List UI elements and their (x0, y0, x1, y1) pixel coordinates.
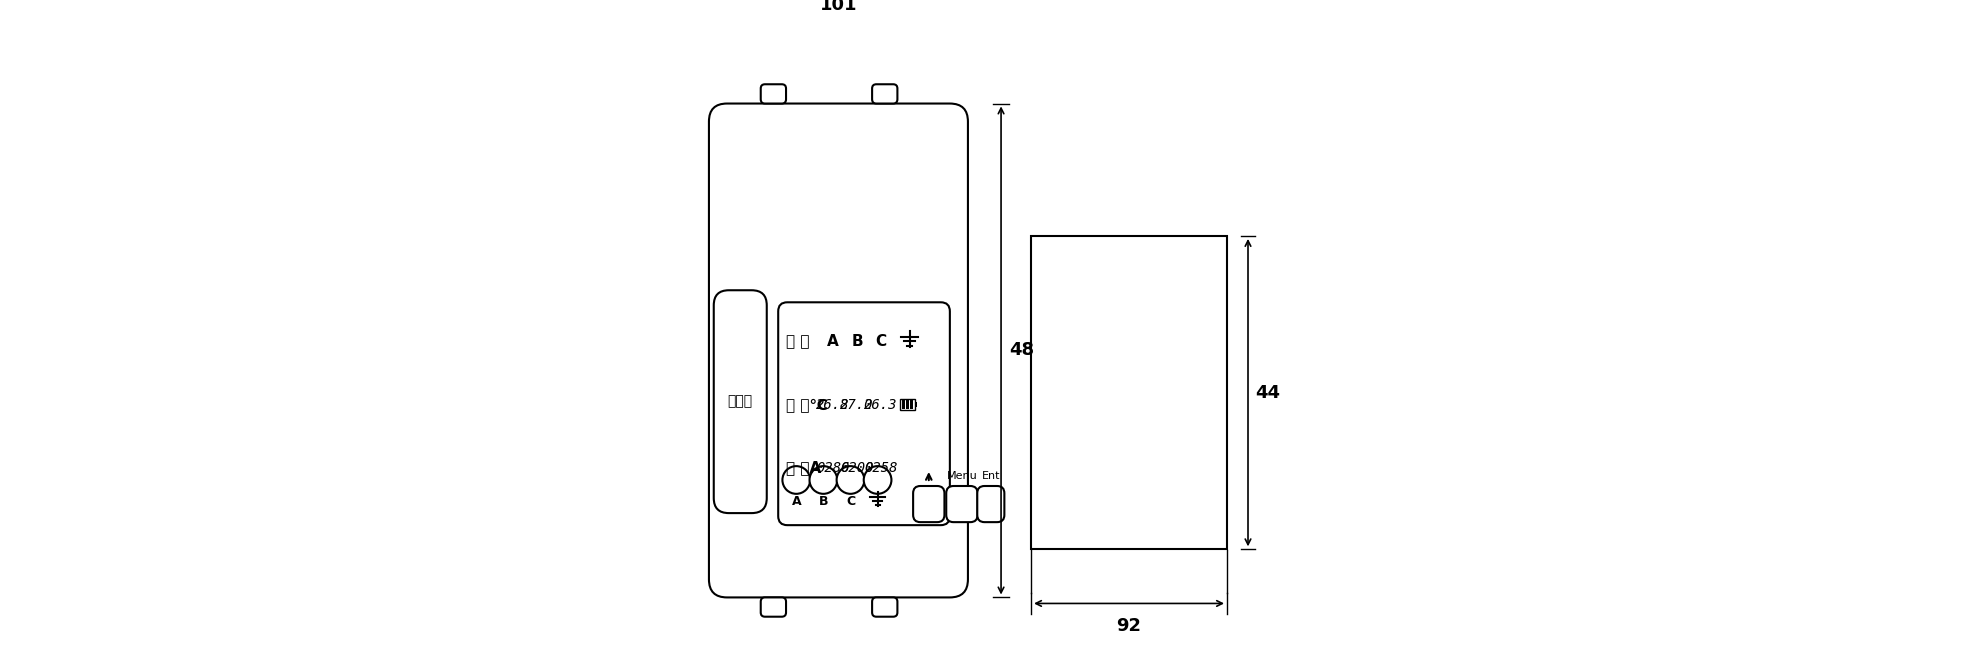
Text: 26.3: 26.3 (864, 398, 897, 411)
FancyBboxPatch shape (978, 486, 1004, 522)
Circle shape (810, 466, 838, 494)
Text: C: C (876, 334, 887, 349)
FancyBboxPatch shape (710, 104, 968, 597)
Bar (911, 400, 913, 409)
Text: B: B (818, 494, 828, 507)
FancyBboxPatch shape (761, 84, 787, 104)
Bar (905, 400, 909, 409)
Text: 27.0: 27.0 (840, 398, 874, 411)
Text: 101: 101 (820, 0, 858, 14)
Text: 92: 92 (1116, 617, 1142, 635)
FancyBboxPatch shape (872, 84, 897, 104)
Text: Ent: Ent (982, 472, 1000, 481)
Text: A: A (826, 334, 838, 349)
FancyBboxPatch shape (761, 597, 787, 617)
Text: 0258: 0258 (864, 461, 897, 475)
Bar (901, 400, 905, 409)
Bar (901, 399, 915, 410)
FancyBboxPatch shape (714, 291, 767, 513)
Circle shape (864, 466, 891, 494)
Bar (1031, 236, 1227, 549)
Text: 48: 48 (1010, 342, 1035, 360)
Text: B: B (852, 334, 864, 349)
FancyBboxPatch shape (947, 486, 978, 522)
Circle shape (783, 466, 810, 494)
Text: A: A (791, 494, 801, 507)
Text: 故 障: 故 障 (787, 334, 810, 349)
Text: 44: 44 (1256, 384, 1280, 402)
FancyBboxPatch shape (779, 302, 951, 525)
Text: Menu: Menu (947, 472, 978, 481)
Text: 温 度℃: 温 度℃ (787, 397, 828, 412)
Text: 26.8: 26.8 (816, 398, 850, 411)
Text: 0200: 0200 (840, 461, 874, 475)
Text: 电 流A: 电 流A (787, 461, 820, 476)
FancyBboxPatch shape (872, 597, 897, 617)
FancyBboxPatch shape (913, 486, 945, 522)
Text: C: C (846, 494, 856, 507)
Text: 电池盖: 电池盖 (728, 395, 753, 409)
Text: 0286: 0286 (816, 461, 850, 475)
Circle shape (836, 466, 864, 494)
